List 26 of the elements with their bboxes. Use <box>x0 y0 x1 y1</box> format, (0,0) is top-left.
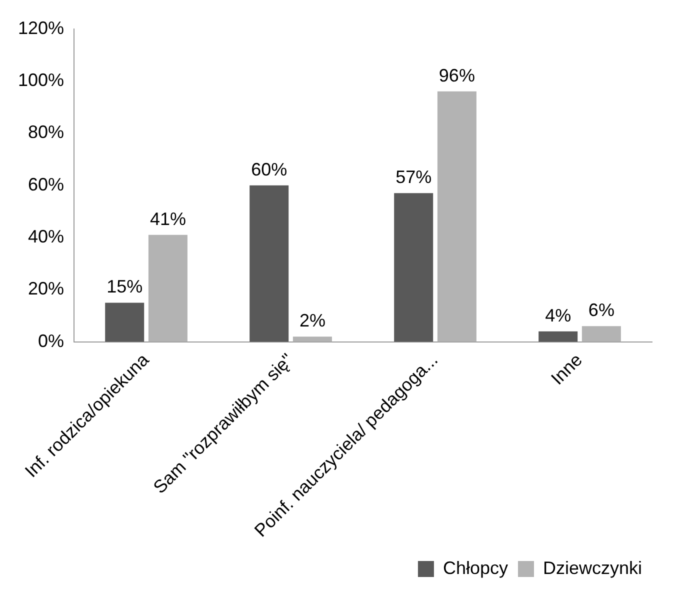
bar <box>582 326 621 342</box>
y-tick-label: 20% <box>28 278 64 299</box>
bar <box>292 336 332 342</box>
bar <box>250 185 289 342</box>
bar <box>437 91 476 342</box>
y-tick-label: 80% <box>28 122 64 142</box>
bar <box>538 331 578 342</box>
data-label: 15% <box>106 276 143 297</box>
data-label: 2% <box>299 310 326 331</box>
data-label: 60% <box>251 159 288 180</box>
y-tick-label: 0% <box>38 330 64 351</box>
y-tick-label: 40% <box>28 226 64 246</box>
legend-label: Dziewczynki <box>542 558 642 578</box>
data-label: 41% <box>150 208 186 229</box>
data-label: 4% <box>545 305 572 326</box>
y-tick-label: 60% <box>28 174 64 194</box>
data-label: 57% <box>396 167 432 188</box>
bar <box>148 234 188 342</box>
data-label: 96% <box>438 65 475 86</box>
bar <box>105 302 144 342</box>
legend-label: Chłopcy <box>442 558 508 578</box>
bar <box>394 193 434 342</box>
x-tick-label: Inne <box>547 350 586 389</box>
data-label: 6% <box>588 300 614 320</box>
y-tick-label: 100% <box>18 70 64 90</box>
y-tick-label: 120% <box>18 18 64 38</box>
